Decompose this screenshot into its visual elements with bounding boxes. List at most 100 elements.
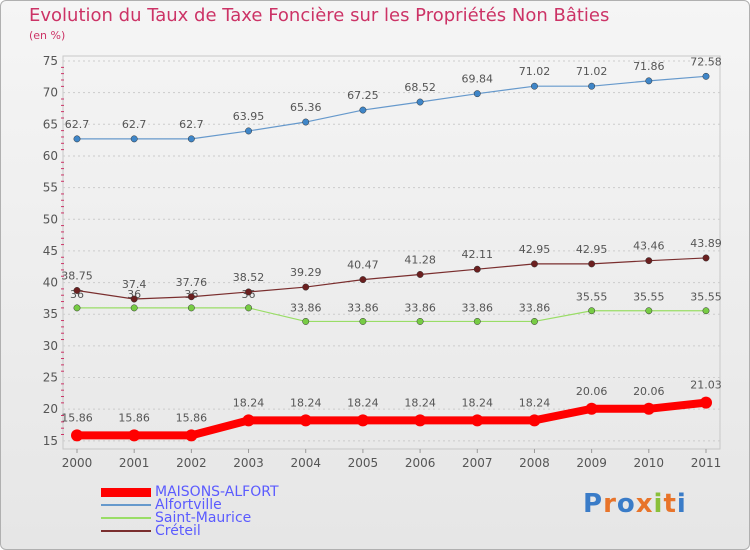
data-label: 15.86 — [176, 411, 208, 424]
series-point — [359, 276, 367, 284]
data-label: 68.52 — [404, 81, 436, 94]
data-label: 18.24 — [404, 396, 436, 409]
series-point — [73, 304, 81, 312]
series-point — [242, 414, 255, 427]
series-point — [73, 135, 81, 143]
data-label: 62.7 — [179, 118, 204, 131]
data-label: 42.11 — [462, 248, 494, 261]
data-label: 72.58 — [690, 55, 722, 68]
y-tick-label: 45 — [43, 244, 58, 258]
series-point — [187, 293, 195, 301]
legend-swatch — [101, 504, 151, 506]
data-label: 15.86 — [118, 411, 150, 424]
data-label: 65.36 — [290, 101, 322, 114]
data-label: 35.55 — [690, 291, 722, 304]
logo-letter: i — [676, 489, 687, 519]
x-tick-label: 2004 — [290, 456, 321, 470]
data-label: 35.55 — [576, 291, 608, 304]
data-label: 18.24 — [290, 396, 322, 409]
series-point — [588, 260, 596, 268]
series-point — [471, 414, 484, 427]
x-tick-label: 2003 — [233, 456, 264, 470]
series-point — [702, 307, 710, 315]
data-label: 71.02 — [576, 65, 608, 78]
data-label: 33.86 — [404, 301, 436, 314]
y-tick-label: 55 — [43, 181, 58, 195]
series-point — [473, 317, 481, 325]
logo-letter: P — [583, 489, 604, 519]
legend-item: MAISONS-ALFORT — [101, 484, 341, 500]
series-point — [359, 106, 367, 114]
series-point — [528, 414, 541, 427]
data-label: 18.24 — [462, 396, 494, 409]
y-tick-label: 35 — [43, 307, 58, 321]
series-point — [302, 283, 310, 291]
legend-swatch — [101, 488, 151, 497]
series-point — [359, 317, 367, 325]
series-point — [130, 295, 138, 303]
series-point — [588, 307, 596, 315]
data-label: 15.86 — [61, 411, 93, 424]
data-label: 20.06 — [576, 385, 608, 398]
legend-swatch — [101, 530, 151, 532]
data-label: 39.29 — [290, 266, 322, 279]
series-point — [71, 429, 83, 442]
data-label: 37.4 — [122, 278, 147, 291]
series-line-3 — [76, 257, 707, 300]
x-tick-label: 2009 — [576, 456, 607, 470]
logo-letter: r — [603, 489, 617, 519]
x-tick-label: 2010 — [634, 456, 665, 470]
series-point — [130, 304, 138, 312]
data-label: 36 — [127, 288, 141, 301]
series-point — [245, 304, 252, 312]
x-tick-label: 2002 — [176, 456, 207, 470]
data-label: 40.47 — [347, 259, 379, 272]
line-chart: 15 20 25 30 35 40 45 50 55 60 65 70 75 2000 2001 2002 20… — [43, 54, 722, 470]
data-label: 18.24 — [519, 396, 551, 409]
y-tick-label: 70 — [43, 86, 58, 100]
series-point — [473, 90, 481, 98]
data-label: 43.89 — [690, 237, 722, 250]
y-tick-label: 65 — [43, 117, 58, 131]
legend-label: Créteil — [155, 523, 201, 539]
series-point — [531, 82, 538, 90]
series-point — [645, 257, 653, 265]
data-label: 37.76 — [176, 276, 208, 289]
x-tick-label: 2008 — [519, 456, 550, 470]
series-point — [414, 414, 427, 427]
data-label: 71.86 — [633, 60, 665, 73]
y-tick-label: 25 — [43, 371, 58, 385]
series-point — [128, 429, 141, 442]
series-point — [245, 288, 252, 296]
series-line-0 — [73, 398, 710, 440]
x-tick-label: 2001 — [119, 456, 150, 470]
series-point — [700, 396, 712, 409]
data-label: 42.95 — [576, 243, 608, 256]
data-label: 62.7 — [122, 118, 147, 131]
series-point — [473, 265, 481, 273]
data-label: 35.55 — [633, 291, 665, 304]
legend-swatch — [101, 517, 151, 519]
data-label: 38.75 — [61, 269, 93, 282]
legend-item: Saint-Maurice — [101, 510, 341, 526]
x-tick-label: 2000 — [62, 456, 93, 470]
data-label: 63.95 — [233, 110, 265, 123]
series-point — [73, 287, 81, 294]
x-tick-label: 2005 — [348, 456, 379, 470]
y-tick-label: 50 — [43, 212, 58, 226]
data-label: 43.46 — [633, 240, 665, 253]
y-tick-label: 40 — [43, 276, 58, 290]
series-point — [185, 429, 198, 442]
data-label: 71.02 — [519, 65, 551, 78]
series-point — [187, 304, 195, 312]
data-label: 18.24 — [233, 396, 265, 409]
data-label: 42.95 — [519, 243, 551, 256]
legend-item: Créteil — [101, 523, 341, 539]
proxiti-logo: Proxiti — [583, 489, 687, 519]
logo-letter: t — [663, 489, 677, 519]
data-label: 20.06 — [633, 385, 665, 398]
y-tick-label: 75 — [43, 54, 58, 68]
series-point — [302, 317, 310, 325]
series-point — [702, 254, 710, 262]
